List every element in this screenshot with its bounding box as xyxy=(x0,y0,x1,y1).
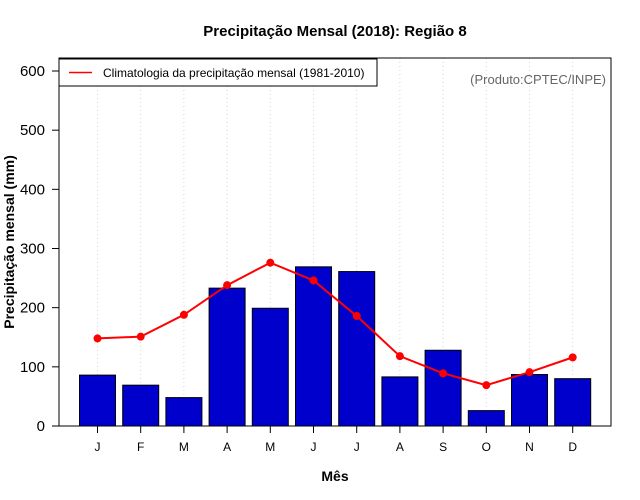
bar-9 xyxy=(424,349,462,427)
y-tick-label: 0 xyxy=(37,418,45,435)
bar-series xyxy=(79,266,592,427)
climatology-point-12 xyxy=(568,353,577,362)
chart-title: Precipitação Mensal (2018): Região 8 xyxy=(203,23,466,40)
y-tick-label: 600 xyxy=(20,63,45,80)
climatology-point-2 xyxy=(136,332,145,341)
bar-1 xyxy=(79,374,116,427)
x-tick-label: J xyxy=(95,440,101,454)
x-tick-label: M xyxy=(179,440,189,454)
climatology-point-4 xyxy=(223,281,232,290)
bar-5 xyxy=(251,307,289,427)
x-tick-label: J xyxy=(311,440,317,454)
plot-frame xyxy=(58,57,612,427)
climatology-point-5 xyxy=(266,258,275,267)
bar-10 xyxy=(467,410,505,427)
bar-2 xyxy=(122,384,160,427)
x-tick-label: J xyxy=(354,440,360,454)
legend-box xyxy=(58,58,378,87)
y-tick-label: 400 xyxy=(20,181,45,198)
x-tick-label: A xyxy=(396,440,404,454)
legend-label: Climatologia da precipitação mensal (198… xyxy=(103,66,364,80)
bar-7 xyxy=(338,271,376,427)
climatology-point-1 xyxy=(93,334,102,343)
x-tick-label: F xyxy=(137,440,144,454)
climatology-point-7 xyxy=(352,311,361,320)
climatology-point-10 xyxy=(482,381,491,390)
x-tick-label: A xyxy=(223,440,231,454)
bar-6 xyxy=(295,266,332,427)
climatology-point-8 xyxy=(395,352,404,361)
x-tick-label: O xyxy=(482,440,491,454)
x-tick-label: D xyxy=(568,440,577,454)
source-note: (Produto:CPTEC/INPE) xyxy=(470,72,606,87)
climatology-point-11 xyxy=(525,368,534,377)
climatology-line xyxy=(97,261,574,387)
y-tick-label: 300 xyxy=(20,241,45,258)
bar-3 xyxy=(165,397,203,427)
grid-lines xyxy=(97,58,574,426)
bar-8 xyxy=(381,376,419,427)
y-axis-label: Precipitação mensal (mm) xyxy=(1,155,17,329)
y-tick-label: 500 xyxy=(20,122,45,139)
y-axis: 0 100 200 300 400 500 600 xyxy=(20,63,59,435)
climatology-point-9 xyxy=(439,369,448,378)
bar-4 xyxy=(208,287,246,427)
y-tick-label: 100 xyxy=(20,359,45,376)
x-tick-label: M xyxy=(265,440,275,454)
x-tick-label: N xyxy=(525,440,534,454)
x-axis-label: Mês xyxy=(321,468,348,484)
legend: Climatologia da precipitação mensal (198… xyxy=(58,58,378,87)
climatology-point-6 xyxy=(309,276,318,285)
y-tick-label: 200 xyxy=(20,300,45,317)
bar-11 xyxy=(511,374,548,427)
bar-12 xyxy=(554,378,592,427)
x-tick-label: S xyxy=(439,440,447,454)
climatology-series xyxy=(93,258,577,390)
climatology-point-3 xyxy=(179,310,188,319)
